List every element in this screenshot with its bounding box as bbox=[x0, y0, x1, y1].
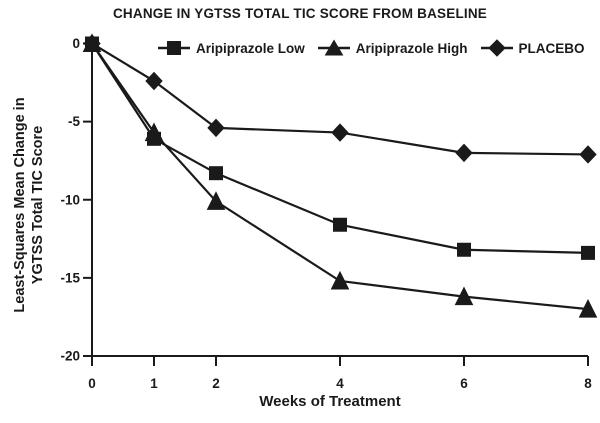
y-tick-label: -5 bbox=[68, 114, 80, 129]
y-axis-title: Least-Squares Mean Change in YGTSS Total… bbox=[11, 97, 47, 312]
series-line-aripiprazole-low bbox=[91, 42, 589, 254]
x-axis-title: Weeks of Treatment bbox=[259, 393, 401, 410]
x-tick-label: 1 bbox=[150, 376, 158, 391]
y-tick-label: -10 bbox=[60, 192, 80, 207]
data-point-diamond bbox=[207, 118, 225, 138]
y-tick-label: -20 bbox=[60, 349, 80, 364]
legend: Aripiprazole Low Aripiprazole High PLACE… bbox=[157, 39, 585, 57]
series-placebo bbox=[83, 34, 597, 164]
series-aripiprazole-high bbox=[82, 33, 598, 318]
series-line-placebo bbox=[91, 42, 589, 156]
chart-title: CHANGE IN YGTSS TOTAL TIC SCORE FROM BAS… bbox=[112, 6, 488, 21]
square-marker-icon bbox=[158, 41, 190, 55]
data-point-diamond bbox=[331, 123, 349, 142]
data-point-triangle bbox=[330, 270, 350, 290]
series-aripiprazole-low bbox=[85, 36, 595, 260]
data-point-triangle bbox=[144, 122, 164, 142]
legend-item-placebo: PLACEBO bbox=[480, 39, 585, 57]
data-point-triangle bbox=[578, 299, 598, 318]
x-tick-label: 2 bbox=[212, 376, 220, 391]
x-tick-label: 0 bbox=[88, 376, 96, 391]
legend-label-placebo: PLACEBO bbox=[518, 40, 585, 56]
legend-item-aripiprazole-low: Aripiprazole Low bbox=[157, 39, 305, 57]
data-point-square bbox=[209, 166, 223, 181]
y-tick-label: 0 bbox=[72, 36, 80, 51]
y-tick-label: -15 bbox=[60, 270, 80, 285]
data-point-square bbox=[457, 242, 471, 257]
legend-item-aripiprazole-high: Aripiprazole High bbox=[317, 39, 468, 57]
series-line-aripiprazole-high bbox=[91, 42, 589, 311]
x-tick-label: 8 bbox=[584, 376, 592, 391]
diamond-marker-icon bbox=[480, 39, 513, 57]
y-axis-title-line1: Least-Squares Mean Change in bbox=[12, 97, 28, 313]
data-point-diamond bbox=[145, 71, 163, 91]
data-point-diamond bbox=[455, 143, 473, 163]
data-point-diamond bbox=[83, 34, 101, 53]
y-axis-title-line2: YGTSS Total TIC Score bbox=[30, 125, 46, 285]
data-point-diamond bbox=[579, 145, 597, 164]
x-tick-label: 4 bbox=[336, 376, 344, 391]
x-tick-label: 6 bbox=[460, 376, 468, 391]
data-point-triangle bbox=[206, 191, 226, 210]
axes bbox=[83, 42, 589, 366]
triangle-marker-icon bbox=[317, 39, 350, 56]
data-point-square bbox=[581, 245, 595, 260]
legend-label-aripiprazole-low: Aripiprazole Low bbox=[196, 40, 305, 56]
data-point-triangle bbox=[454, 286, 474, 306]
data-point-square bbox=[333, 217, 347, 232]
legend-label-aripiprazole-high: Aripiprazole High bbox=[355, 40, 468, 56]
